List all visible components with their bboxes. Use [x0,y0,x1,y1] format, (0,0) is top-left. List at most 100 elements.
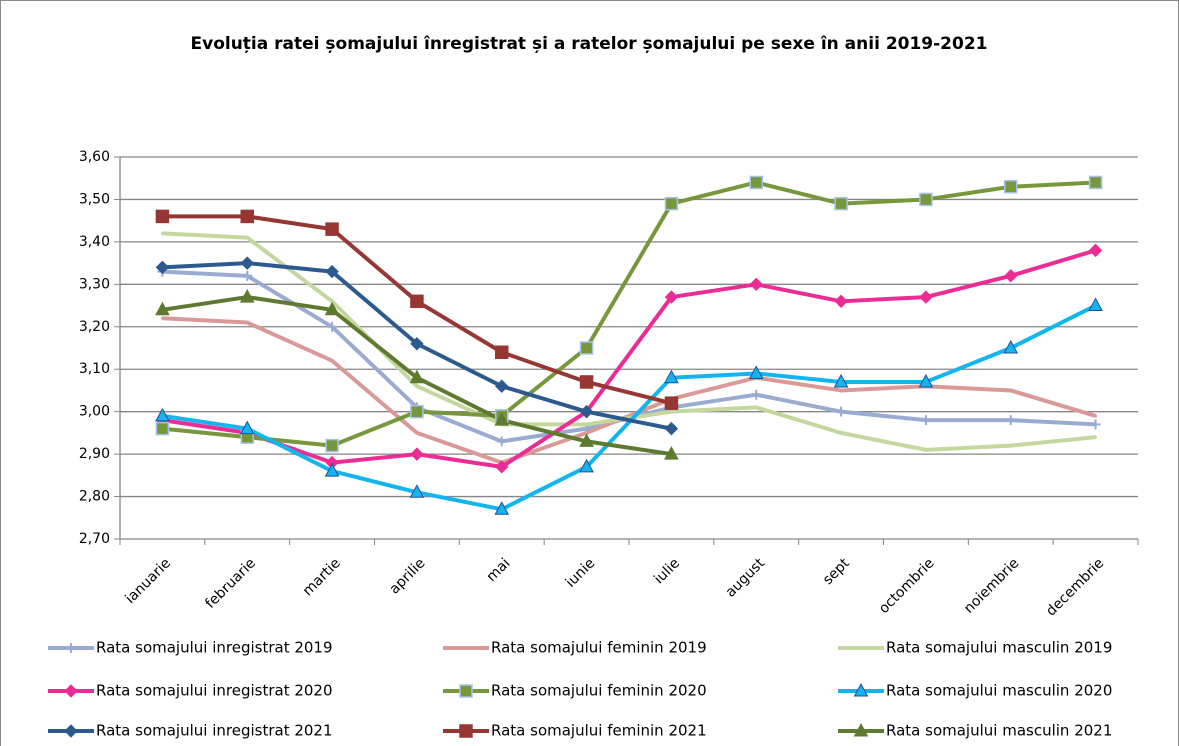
legend-label: Rata somajului feminin 2019 [491,639,707,657]
series-line [162,303,1097,512]
marker [325,264,339,279]
marker [664,421,679,436]
marker [853,722,869,737]
marker [1090,419,1101,430]
point [754,405,758,409]
marker [919,192,933,207]
marker [664,290,679,304]
marker [1003,339,1019,354]
marker [495,460,509,474]
marker [64,724,78,738]
marker [833,373,849,388]
marker [155,301,170,316]
marker [324,301,340,316]
y-tick-label: 3,50 [79,191,110,207]
marker [1088,175,1103,190]
marker [579,375,594,389]
marker [155,209,170,224]
series-line [162,231,1096,452]
marker [664,196,679,211]
marker [64,684,78,698]
chart-title: Evoluția ratei șomajului înregistrat și … [191,34,988,54]
marker [749,175,763,190]
point [1009,444,1013,448]
marker [155,260,170,275]
point [924,448,928,452]
marker [410,337,424,351]
marker [240,256,254,270]
y-tick-label: 3,10 [79,361,110,377]
legend-label: Rata somajului inregistrat 2020 [96,682,333,700]
marker [494,412,510,426]
y-tick-label: 3,00 [79,404,110,420]
marker [1005,415,1016,426]
marker [239,420,255,435]
marker [409,484,425,498]
point [1094,435,1098,439]
marker [1088,297,1103,312]
marker [410,294,424,309]
point [669,410,673,414]
marker [155,407,170,422]
point [160,231,164,235]
marker [410,447,424,461]
marker [325,222,339,236]
point [245,321,249,325]
point [1009,388,1013,392]
y-tick-label: 2,80 [79,489,110,505]
marker [324,463,340,477]
point [330,299,334,303]
marker [919,290,933,304]
legend-label: Rata somajului masculin 2020 [886,682,1112,700]
marker [918,373,934,388]
point [245,236,249,240]
marker [66,643,76,653]
marker [836,406,847,417]
marker [579,404,594,419]
marker [410,404,424,419]
point [1094,414,1098,418]
marker [495,345,509,359]
marker [664,369,679,384]
point [839,388,843,392]
marker [748,365,764,379]
marker [579,341,594,355]
legend-label: Rata somajului feminin 2021 [491,722,707,740]
marker [242,270,253,281]
marker [1088,243,1103,258]
legend-label: Rata somajului inregistrat 2019 [96,639,333,657]
marker [327,321,338,332]
y-tick-label: 3,40 [79,234,110,250]
marker [459,724,473,738]
y-tick-label: 2,70 [79,531,110,547]
marker [240,209,254,224]
point [839,431,843,435]
marker [853,682,869,697]
marker [920,415,931,426]
marker [1004,269,1018,283]
point [585,422,589,426]
series-line [162,180,1096,448]
point [415,431,419,435]
marker [749,277,763,292]
marker [409,369,425,384]
marker [664,446,679,460]
marker [1004,179,1018,194]
legend-label: Rata somajului masculin 2019 [886,639,1112,657]
legend-label: Rata somajului feminin 2020 [491,682,707,700]
marker [579,433,594,447]
point [330,359,334,363]
marker [834,294,848,309]
y-tick-label: 2,90 [79,446,110,462]
marker [494,501,510,515]
legend-label: Rata somajului masculin 2021 [886,722,1112,740]
y-tick-label: 3,20 [79,319,110,335]
y-tick-label: 3,30 [79,276,110,292]
point [415,384,419,388]
marker [664,396,679,410]
y-tick-label: 3,60 [79,149,110,165]
marker [579,458,594,473]
series-line [162,248,1097,469]
